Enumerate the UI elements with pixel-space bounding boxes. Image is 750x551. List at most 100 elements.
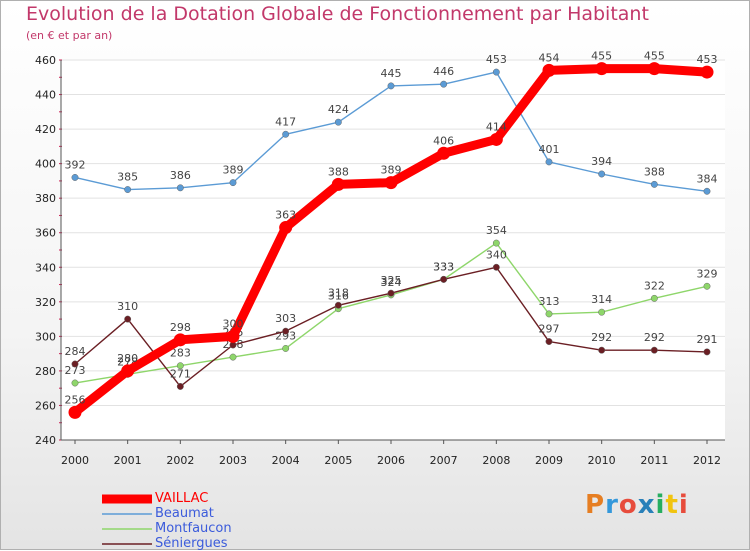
data-point-vaillac [121,364,135,378]
data-label-montfaucon: 322 [644,279,665,292]
data-point-montfaucon [229,353,237,361]
y-tick-label: 280 [35,365,56,378]
data-point-montfaucon [545,310,553,318]
y-tick-label: 320 [35,296,56,309]
data-label-montfaucon: 283 [170,347,191,360]
data-label-vaillac: 300 [223,317,244,330]
data-label-beaumat: 446 [433,65,454,78]
data-label-beaumat: 417 [275,115,296,128]
y-tick-label: 340 [35,261,56,274]
data-label-vaillac: 256 [65,393,86,406]
data-label-beaumat: 445 [381,67,402,80]
data-label-sniergues: 292 [591,331,612,344]
data-point-sniergues [334,301,342,309]
logo-letter: x [637,490,656,520]
x-tick-label: 2005 [324,454,352,467]
data-point-sniergues [282,327,290,335]
data-point-beaumat [71,174,79,181]
data-label-beaumat: 389 [223,164,244,177]
data-label-sniergues: 297 [539,323,560,336]
data-label-montfaucon: 329 [697,267,718,280]
y-tick-label: 440 [35,89,56,102]
data-point-beaumat [176,184,184,192]
y-tick-label: 240 [35,434,56,447]
data-point-vaillac [384,176,398,190]
x-tick-label: 2003 [219,454,247,467]
data-point-montfaucon [176,362,184,370]
data-point-montfaucon [282,345,290,352]
data-label-vaillac: 388 [328,165,349,178]
data-label-montfaucon: 354 [486,224,507,237]
data-point-montfaucon [650,294,658,302]
legend-label-vaillac: VAILLAC [155,491,209,506]
data-label-montfaucon: 273 [65,364,86,377]
logo-letter: r [605,490,619,520]
data-point-beaumat [440,80,448,88]
x-tick-label: 2008 [482,454,510,467]
data-label-sniergues: 318 [328,286,349,299]
data-point-montfaucon [71,379,79,387]
legend-label-sniergues: Séniergues [155,536,228,551]
legend-label-montfaucon: Montfaucon [155,521,232,536]
x-tick-label: 2004 [272,454,300,467]
y-tick-label: 420 [35,123,56,136]
data-label-sniergues: 333 [433,260,454,273]
data-label-beaumat: 453 [486,53,507,66]
data-label-vaillac: 389 [381,164,402,177]
proxiti-logo: Proxiti [585,490,689,520]
data-label-montfaucon: 333 [433,260,454,273]
data-label-vaillac: 280 [117,352,138,365]
data-point-sniergues [545,338,553,345]
x-tick-label: 2009 [535,454,563,467]
plot-area [61,60,725,440]
y-tick-label: 300 [35,330,56,343]
data-label-sniergues: 271 [170,367,191,380]
data-point-vaillac [700,65,714,79]
data-point-vaillac [173,333,187,347]
data-label-beaumat: 386 [170,169,191,182]
logo-letter: o [618,490,638,520]
data-label-vaillac: 455 [591,50,612,63]
data-point-vaillac [437,146,451,160]
logo-letter: P [585,490,606,520]
data-label-sniergues: 303 [275,312,296,325]
data-label-beaumat: 388 [644,165,665,178]
data-point-sniergues [387,289,395,297]
data-label-vaillac: 454 [539,51,560,64]
data-label-beaumat: 385 [117,171,138,184]
data-point-vaillac [542,63,556,77]
data-point-sniergues [124,315,132,323]
y-tick-label: 360 [35,227,56,240]
y-tick-label: 400 [35,158,56,171]
data-point-sniergues [598,346,606,354]
data-point-vaillac [595,62,609,76]
data-point-vaillac [331,177,345,191]
data-point-beaumat [703,187,711,195]
x-tick-label: 2010 [588,454,616,467]
data-label-sniergues: 325 [381,274,402,287]
data-label-sniergues: 340 [486,248,507,261]
y-tick-label: 380 [35,192,56,205]
data-point-vaillac [489,132,503,146]
y-tick-label: 460 [35,54,56,67]
x-tick-label: 2006 [377,454,405,467]
chart-title: Evolution de la Dotation Globale de Fonc… [26,3,649,25]
chart-subtitle: (en € et par an) [26,29,113,42]
data-label-beaumat: 401 [539,143,560,156]
logo-letter: i [678,490,689,520]
y-tick-label: 260 [35,399,56,412]
data-label-vaillac: 453 [697,53,718,66]
data-label-beaumat: 384 [697,172,718,185]
x-tick-label: 2007 [430,454,458,467]
data-point-sniergues [492,263,500,271]
x-tick-label: 2012 [693,454,721,467]
data-point-sniergues [440,275,448,283]
data-point-sniergues [71,360,79,368]
data-label-vaillac: 406 [433,134,454,147]
data-point-beaumat [387,82,395,90]
data-point-vaillac [68,405,82,419]
data-label-montfaucon: 316 [328,290,349,303]
legend-label-beaumat: Beaumat [155,506,214,521]
data-point-montfaucon [492,239,500,247]
data-label-beaumat: 424 [328,103,349,116]
